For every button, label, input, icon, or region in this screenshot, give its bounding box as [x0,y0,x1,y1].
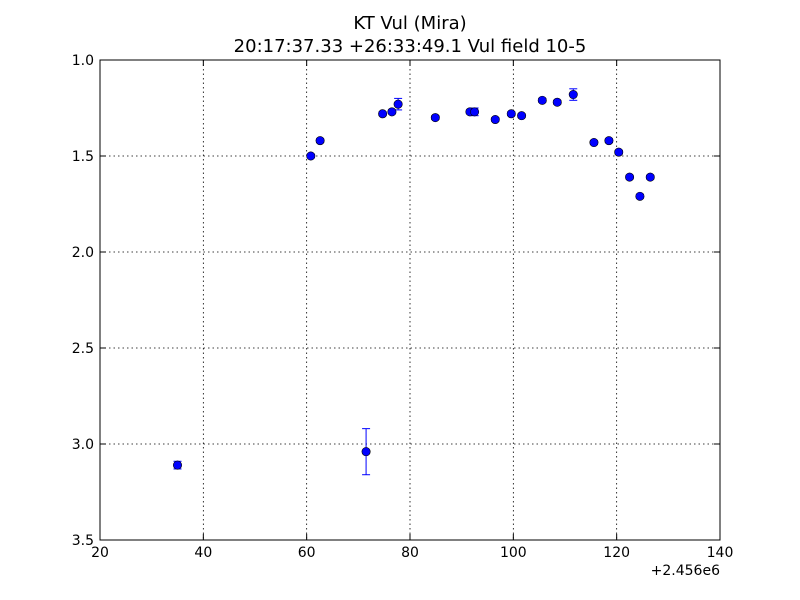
data-point [625,172,635,182]
data-point [568,90,578,100]
x-tick-label: 40 [194,545,212,561]
data-point [506,109,516,119]
data-point [537,95,547,105]
y-tick-label: 2.5 [72,341,94,357]
y-tick-label: 1.0 [72,53,94,69]
data-point [635,191,645,201]
data-point [490,115,500,125]
y-tick-label: 2.0 [72,245,94,261]
x-tick-label: 80 [401,545,419,561]
y-tick-label: 3.5 [72,533,94,549]
data-point [604,136,614,146]
x-tick-labels: 20 40 60 80 100 120 140 [91,545,733,561]
chart-title: KT Vul (Mira) [353,13,466,34]
data-point [315,136,325,146]
y-tick-label: 3.0 [72,437,94,453]
data-point [378,109,388,119]
x-tick-label: 100 [500,545,527,561]
x-tick-label: 20 [91,545,109,561]
data-point [517,111,527,121]
data-point [387,107,397,117]
grid [100,60,720,540]
data-point [306,151,316,161]
y-tick-label: 1.5 [72,149,94,165]
data-point [173,460,183,470]
data-point [589,138,599,148]
x-tick-label: 60 [298,545,316,561]
data-points [173,90,655,470]
data-point [552,97,562,107]
x-tick-label: 120 [603,545,630,561]
data-point [393,99,403,109]
data-point [361,447,371,457]
data-point [470,107,480,117]
x-tick-label: 140 [707,545,734,561]
chart-subtitle: 20:17:37.33 +26:33:49.1 Vul field 10-5 [234,36,587,57]
data-point [645,172,655,182]
y-tick-labels: 1.0 1.5 2.0 2.5 3.0 3.5 [72,53,94,549]
data-point [614,147,624,157]
axis-ticks [99,59,721,541]
data-point [430,113,440,123]
x-offset-label: +2.456e6 [651,563,720,579]
